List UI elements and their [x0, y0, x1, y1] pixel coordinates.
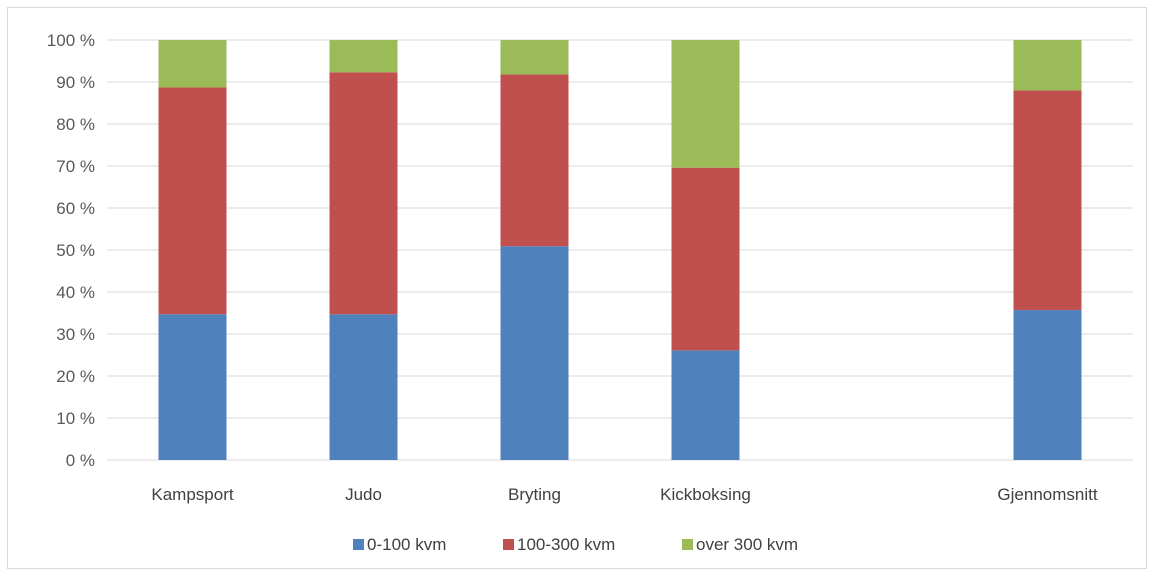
bar-segment [1013, 90, 1082, 311]
bar-segment [671, 40, 740, 168]
y-tick-label: 30 % [56, 325, 95, 344]
x-category-label: Judo [345, 485, 382, 504]
bar-segment [1013, 40, 1082, 91]
bar-segment [671, 350, 740, 460]
x-category-label: Kampsport [151, 485, 233, 504]
bar-segment [329, 40, 398, 73]
y-tick-label: 70 % [56, 157, 95, 176]
legend-label: 0-100 kvm [367, 535, 446, 554]
y-tick-label: 50 % [56, 241, 95, 260]
bar-segment [500, 246, 569, 460]
y-tick-label: 60 % [56, 199, 95, 218]
legend-label: over 300 kvm [696, 535, 798, 554]
y-tick-label: 90 % [56, 73, 95, 92]
x-axis-labels: Kampsport Judo Bryting Kickboksing Gjennomsn… [151, 485, 1097, 504]
x-category-label: Gjennomsnitt [997, 485, 1097, 504]
legend-label: 100-300 kvm [517, 535, 615, 554]
bar-segment [158, 87, 227, 315]
y-tick-label: 80 % [56, 115, 95, 134]
y-tick-label: 20 % [56, 367, 95, 386]
bar-segment [329, 314, 398, 460]
legend-swatch [503, 539, 514, 550]
y-axis-ticks: 0 % 10 % 20 % 30 % 40 % 50 % 60 % 70 % 80 % 90 % 1… [47, 31, 95, 470]
x-category-label: Bryting [508, 485, 561, 504]
bar-segment [500, 74, 569, 247]
bar-segment [329, 72, 398, 315]
bar-segment [158, 40, 227, 88]
legend-swatch [682, 539, 693, 550]
legend: 0-100 kvm 100-300 kvm over 300 kvm [353, 535, 798, 554]
y-tick-label: 40 % [56, 283, 95, 302]
y-tick-label: 0 % [66, 451, 95, 470]
bar-segment [158, 314, 227, 460]
y-tick-label: 100 % [47, 31, 95, 50]
bar-segment [671, 167, 740, 351]
bar-segment [500, 40, 569, 75]
bars [158, 40, 1082, 460]
legend-swatch [353, 539, 364, 550]
x-category-label: Kickboksing [660, 485, 751, 504]
y-tick-label: 10 % [56, 409, 95, 428]
bar-segment [1013, 310, 1082, 460]
gridlines [107, 39, 1133, 461]
